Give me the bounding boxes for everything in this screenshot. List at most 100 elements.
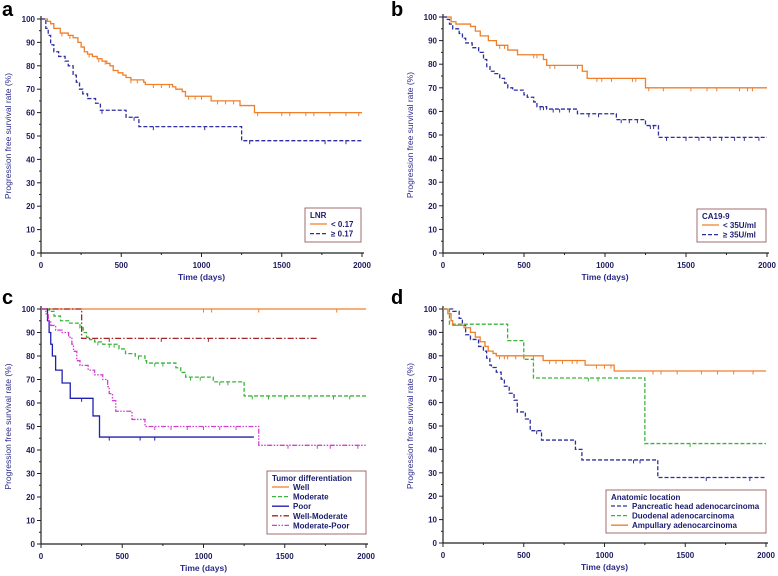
series-line-0: [443, 16, 767, 89]
y-tick-label: 90: [428, 328, 437, 337]
y-tick-label: 20: [26, 493, 35, 502]
y-tick-label: 100: [424, 305, 438, 314]
series-line-0: [443, 308, 766, 479]
y-tick-label: 0: [31, 540, 36, 549]
legend-title: LNR: [310, 211, 327, 220]
x-axis-label: Time (days): [581, 562, 628, 572]
x-tick-label: 2000: [353, 261, 371, 270]
y-tick-label: 60: [26, 109, 35, 118]
x-tick-label: 2000: [757, 551, 775, 560]
y-tick-label: 70: [428, 375, 437, 384]
x-tick-label: 500: [517, 551, 531, 560]
x-tick-label: 0: [39, 552, 44, 561]
y-tick-label: 80: [428, 60, 437, 69]
y-tick-label: 100: [22, 15, 36, 24]
series-line-3: [41, 308, 318, 340]
legend-label: ≥ 0.17: [331, 230, 354, 239]
x-axis-label: Time (days): [581, 272, 628, 282]
x-tick-label: 1000: [193, 261, 211, 270]
y-tick-label: 40: [26, 155, 35, 164]
y-tick-label: 50: [26, 423, 35, 432]
legend: CA19-9< 35U/ml≥ 35U/ml: [696, 208, 767, 243]
series-line-1: [443, 308, 766, 445]
y-tick-label: 20: [26, 202, 35, 211]
y-axis-label: Progression free survival rate (%): [3, 363, 13, 489]
y-tick-label: 70: [26, 85, 35, 94]
legend-label: Moderate: [293, 493, 329, 502]
x-tick-label: 1500: [677, 261, 695, 270]
legend-box: [304, 207, 362, 243]
y-tick-label: 40: [428, 155, 437, 164]
y-tick-label: 60: [428, 399, 437, 408]
y-tick-label: 30: [26, 470, 35, 479]
y-tick-label: 0: [31, 249, 36, 258]
y-tick-label: 50: [428, 131, 437, 140]
y-tick-label: 80: [26, 62, 35, 71]
y-tick-label: 30: [428, 178, 437, 187]
y-tick-label: 10: [428, 516, 437, 525]
legend-label: Poor: [293, 502, 311, 511]
legend: LNR < 0.17≥ 0.17: [304, 207, 362, 243]
legend-label: < 0.17: [331, 220, 354, 229]
x-tick-label: 2000: [357, 552, 375, 561]
legend-title: Anatomic location: [611, 493, 680, 502]
y-tick-label: 90: [26, 38, 35, 47]
legend-label: Duodenal adenocarcinoma: [632, 512, 735, 521]
x-tick-label: 1000: [195, 552, 213, 561]
y-tick-label: 60: [26, 399, 35, 408]
y-tick-label: 70: [428, 84, 437, 93]
y-tick-label: 70: [26, 376, 35, 385]
series-line-1: [41, 18, 362, 142]
y-tick-label: 40: [428, 445, 437, 454]
y-tick-label: 80: [428, 352, 437, 361]
series-line-0: [41, 18, 362, 114]
y-tick-label: 20: [428, 492, 437, 501]
series-line-1: [443, 16, 767, 139]
y-tick-label: 10: [428, 225, 437, 234]
x-tick-label: 500: [115, 261, 129, 270]
legend-box: [696, 208, 767, 243]
y-tick-label: 100: [424, 13, 438, 22]
legend-label: Well: [293, 483, 309, 492]
x-tick-label: 1000: [596, 261, 614, 270]
y-tick-label: 30: [26, 179, 35, 188]
y-tick-label: 90: [26, 329, 35, 338]
y-tick-label: 0: [433, 539, 438, 548]
x-tick-label: 500: [116, 552, 130, 561]
x-tick-label: 500: [517, 261, 531, 270]
series-line-2: [443, 308, 766, 372]
y-tick-label: 80: [26, 352, 35, 361]
legend-box: [605, 489, 767, 534]
y-tick-label: 30: [428, 469, 437, 478]
legend-title: CA19-9: [702, 212, 730, 221]
y-tick-label: 50: [428, 422, 437, 431]
x-tick-label: 1500: [276, 552, 294, 561]
series-line-1: [41, 308, 366, 397]
panel-letter: d: [391, 287, 403, 309]
legend-label: Moderate-Poor: [293, 521, 349, 530]
legend-label: Ampullary adenocarcinoma: [632, 521, 737, 530]
x-tick-label: 0: [39, 261, 44, 270]
legend-label: Pancreatic head adenocarcinoma: [632, 502, 760, 511]
legend-box: [266, 470, 367, 535]
y-tick-label: 60: [428, 107, 437, 116]
x-tick-label: 1500: [273, 261, 291, 270]
y-tick-label: 0: [433, 249, 438, 258]
legend-label: < 35U/ml: [723, 221, 756, 230]
y-tick-label: 10: [26, 517, 35, 526]
x-tick-label: 0: [441, 261, 446, 270]
legend-title: Tumor differentiation: [272, 474, 352, 483]
y-tick-label: 50: [26, 132, 35, 141]
legend: Tumor differentiationWellModeratePoorWel…: [266, 470, 367, 535]
x-tick-label: 1500: [676, 551, 694, 560]
series-line-2: [41, 308, 254, 438]
series-line-4: [41, 308, 366, 446]
y-axis-label: Progression free survival rate (%): [405, 363, 415, 489]
legend-label: Well-Moderate: [293, 512, 348, 521]
